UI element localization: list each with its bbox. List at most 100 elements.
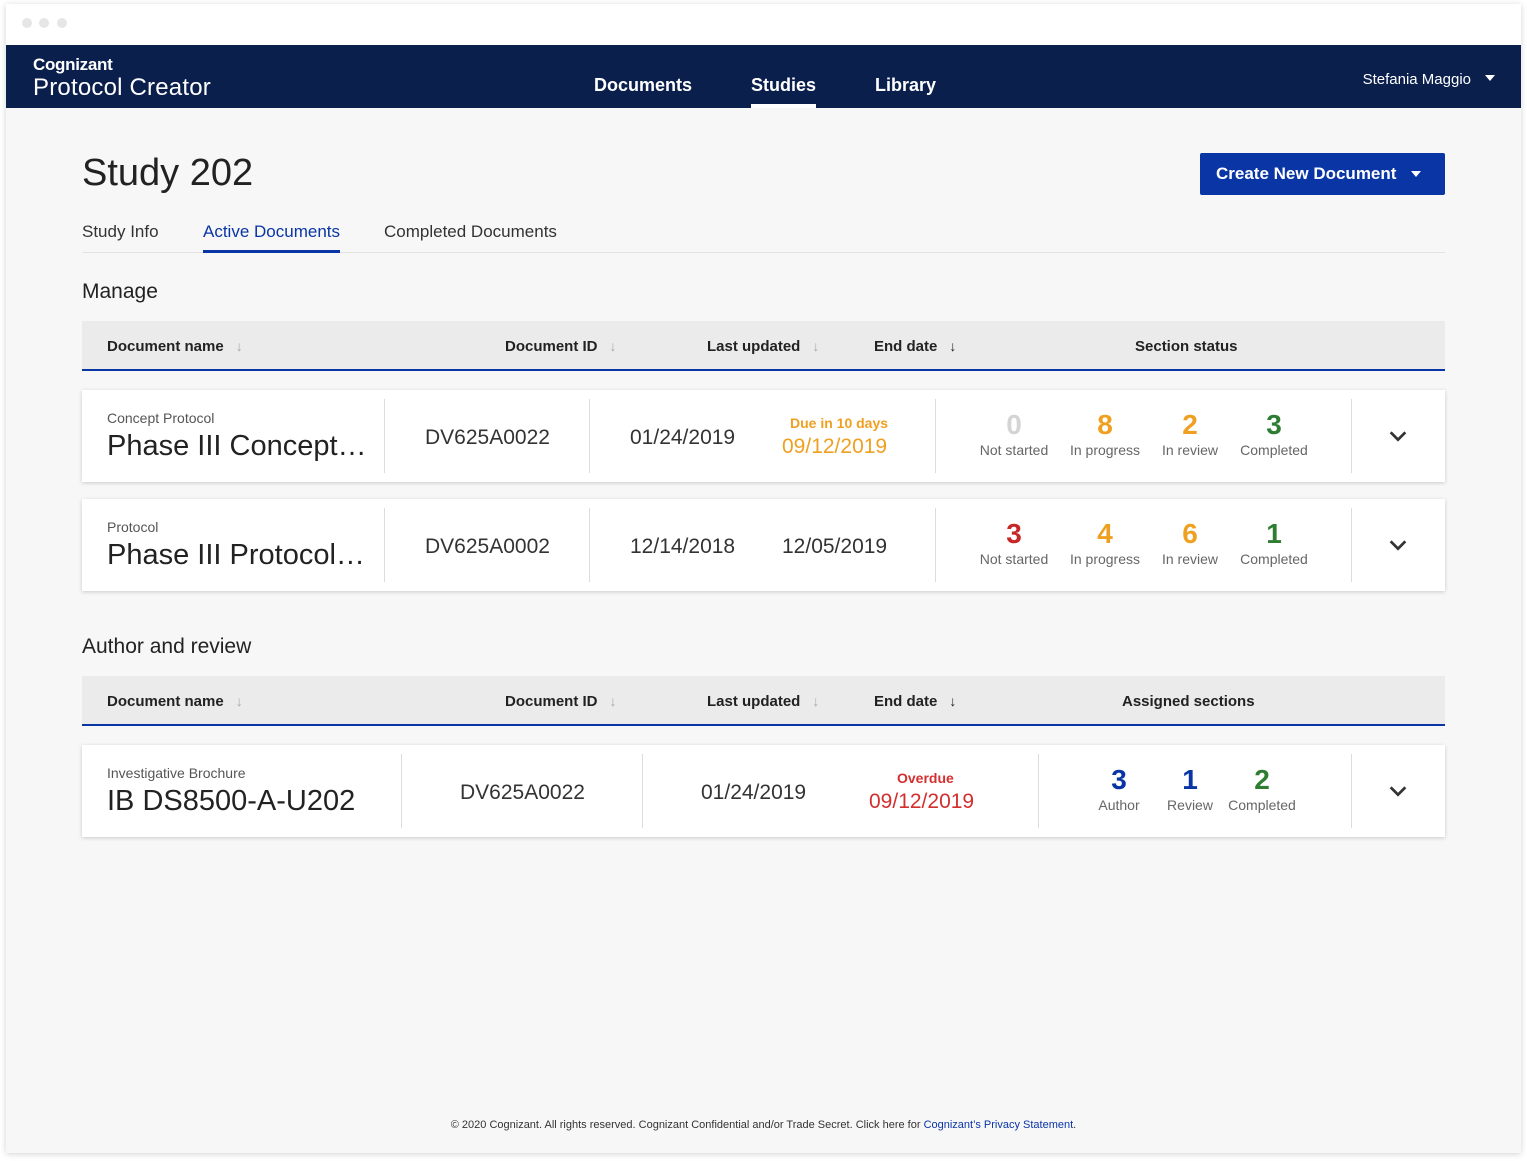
column-divider (1038, 754, 1039, 828)
stat-number: 3 (1266, 409, 1282, 440)
chevron-down-icon[interactable] (1387, 425, 1409, 447)
window-minimize-dot[interactable] (39, 18, 49, 28)
footer-end: . (1073, 1119, 1077, 1131)
stat-completed: 1 Completed (1229, 518, 1319, 568)
header-label: End date (874, 693, 938, 710)
window-titlebar (6, 4, 1521, 45)
brand-company: Cognizant (33, 55, 113, 74)
stat-label: Completed (1228, 797, 1296, 813)
header-label: Last updated (707, 338, 801, 355)
stat-in-review: 6 In review (1145, 518, 1235, 568)
header-label: Document ID (505, 338, 598, 355)
table-row[interactable]: Protocol Phase III Protocol… DV625A0002 … (82, 499, 1445, 591)
column-divider (1351, 508, 1352, 582)
stat-label: In review (1161, 551, 1219, 567)
due-label: Due in 10 days (790, 415, 889, 431)
table-row[interactable]: Investigative Brochure IB DS8500-A-U202 … (82, 745, 1445, 837)
header-label: Document name (107, 338, 224, 355)
header-label: Last updated (707, 693, 801, 710)
end-date: 09/12/2019 (869, 790, 975, 813)
stat-label: In progress (1069, 551, 1141, 567)
document-id: DV625A0002 (425, 535, 550, 558)
stat-number: 3 (1111, 764, 1127, 795)
caret-down-icon[interactable] (1411, 171, 1421, 177)
stat-label: In review (1161, 442, 1219, 458)
document-name[interactable]: IB DS8500-A-U202 (107, 785, 356, 817)
header-last-updated[interactable]: Last updated ↓ (707, 693, 819, 710)
sort-arrow-icon: ↓ (609, 338, 617, 354)
stat-in-progress: 8 In progress (1060, 409, 1150, 459)
stat-label: Completed (1240, 442, 1308, 458)
stat-not-started: 3 Not started (969, 519, 1059, 568)
header-last-updated[interactable]: Last updated ↓ (707, 338, 819, 355)
table-row[interactable]: Concept Protocol Phase III Concept… DV62… (82, 390, 1445, 482)
study-tabs: Study Info Active Documents Completed Do… (82, 220, 1445, 253)
privacy-statement-link[interactable]: Cognizant’s Privacy Statement (923, 1119, 1074, 1131)
document-type: Protocol (107, 519, 159, 535)
column-divider (935, 399, 936, 473)
stat-author: 3 Author (1074, 764, 1164, 814)
create-button-label: Create New Document (1216, 164, 1397, 183)
user-menu-caret-icon[interactable] (1485, 75, 1495, 81)
document-type: Investigative Brochure (107, 765, 246, 781)
tab-active-documents[interactable]: Active Documents (203, 222, 340, 253)
chevron-down-icon[interactable] (1387, 780, 1409, 802)
last-updated: 12/14/2018 (630, 535, 736, 558)
stat-label: Completed (1240, 551, 1308, 567)
stat-not-started: 0 Not started (969, 410, 1059, 459)
column-divider (589, 399, 590, 473)
stat-label: Not started (979, 551, 1049, 567)
stat-number: 1 (1182, 764, 1198, 795)
document-name[interactable]: Phase III Protocol… (107, 539, 365, 571)
document-id: DV625A0022 (425, 426, 550, 449)
create-new-document-button[interactable]: Create New Document (1200, 153, 1445, 195)
sort-arrow-icon: ↓ (812, 338, 820, 354)
column-divider (589, 508, 590, 582)
user-menu[interactable]: Stefania Maggio (1362, 71, 1471, 88)
end-date: 12/05/2019 (782, 535, 888, 558)
stat-label: Not started (979, 442, 1049, 458)
last-updated: 01/24/2019 (701, 781, 807, 804)
stat-in-review: 2 In review (1145, 410, 1235, 459)
nav-studies[interactable]: Studies (751, 75, 817, 108)
last-updated: 01/24/2019 (630, 426, 736, 449)
document-type: Concept Protocol (107, 410, 215, 426)
sort-arrow-icon: ↓ (609, 693, 617, 709)
top-navbar: Cognizant Protocol Creator Documents Stu… (6, 45, 1521, 108)
header-document-name[interactable]: Document name ↓ (107, 693, 243, 710)
header-end-date[interactable]: End date ↓ (874, 338, 956, 355)
header-document-name[interactable]: Document name ↓ (107, 338, 243, 355)
sort-arrow-icon: ↓ (949, 693, 957, 709)
stat-number: 1 (1266, 518, 1282, 549)
stat-label: Author (1098, 797, 1140, 813)
brand-product[interactable]: Protocol Creator (33, 74, 211, 101)
header-section-status: Section status (1135, 338, 1238, 355)
header-label: End date (874, 338, 938, 355)
sort-arrow-icon: ↓ (812, 693, 820, 709)
stat-number: 2 (1254, 764, 1270, 795)
column-divider (935, 508, 936, 582)
stat-in-progress: 4 In progress (1060, 518, 1150, 568)
tab-study-info[interactable]: Study Info (82, 222, 159, 241)
header-end-date[interactable]: End date ↓ (874, 693, 956, 710)
stat-label: Review (1167, 797, 1213, 813)
stat-label: In progress (1069, 442, 1141, 458)
document-name[interactable]: Phase III Concept… (107, 430, 367, 462)
window-close-dot[interactable] (22, 18, 32, 28)
chevron-down-icon[interactable] (1387, 534, 1409, 556)
sort-arrow-icon: ↓ (235, 338, 243, 354)
stat-number: 8 (1097, 409, 1113, 440)
nav-library[interactable]: Library (875, 75, 937, 95)
author-table-header: Document name ↓ Document ID ↓ Last updated… (82, 676, 1445, 726)
window-maximize-dot[interactable] (57, 18, 67, 28)
header-document-id[interactable]: Document ID ↓ (505, 338, 617, 355)
tab-completed-documents[interactable]: Completed Documents (384, 222, 557, 241)
column-divider (384, 399, 385, 473)
stat-number: 4 (1097, 518, 1113, 549)
app-window: Cognizant Protocol Creator Documents Stu… (6, 4, 1521, 1153)
end-date: 09/12/2019 (782, 435, 888, 458)
column-divider (642, 754, 643, 828)
stat-number: 6 (1182, 518, 1198, 549)
nav-documents[interactable]: Documents (594, 75, 693, 95)
header-document-id[interactable]: Document ID ↓ (505, 693, 617, 710)
